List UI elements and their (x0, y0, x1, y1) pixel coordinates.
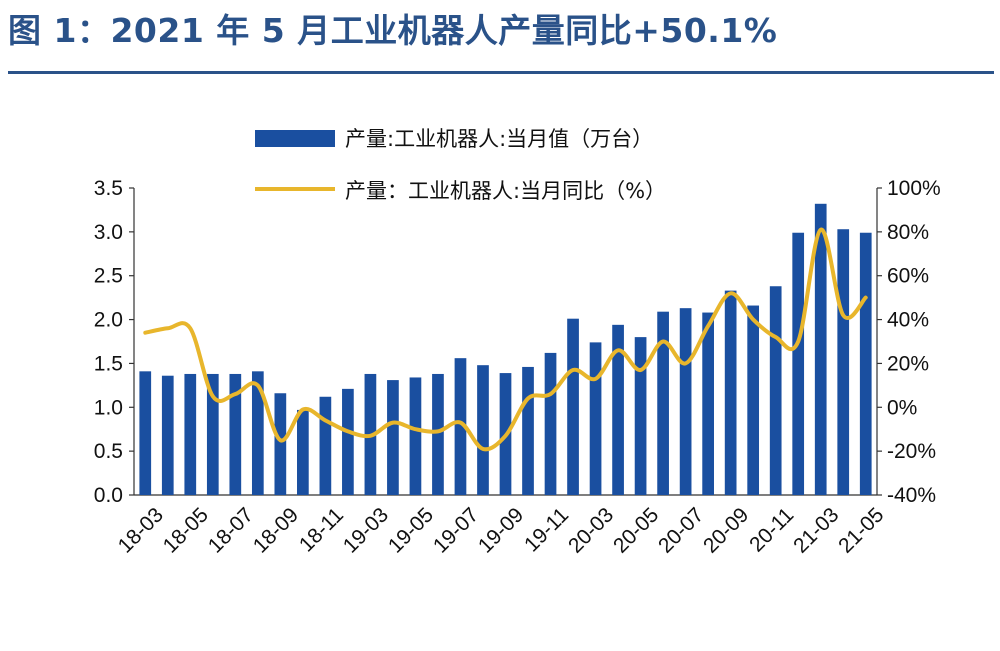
bar (612, 324, 624, 495)
bar (679, 308, 692, 495)
bar (837, 229, 850, 495)
bar (274, 393, 287, 495)
bar (477, 365, 489, 495)
x-tick-label: 18-09 (249, 503, 303, 557)
line-series (143, 227, 868, 452)
x-tick-label: 20-03 (564, 503, 618, 557)
bar (859, 232, 872, 495)
bar (387, 380, 399, 495)
right-tick-label: 40% (887, 309, 929, 332)
bar (792, 232, 805, 495)
legend-bar-swatch (255, 130, 335, 147)
right-tick-label: 100% (887, 177, 941, 200)
bar (251, 371, 264, 495)
x-tick-label: 18-03 (114, 503, 168, 557)
x-tick-label: 19-03 (339, 503, 393, 557)
x-tick-label: 18-11 (295, 503, 348, 556)
x-tick-label: 20-05 (609, 503, 663, 557)
bar (544, 352, 557, 495)
title-rule (8, 71, 994, 74)
left-tick-label: 0.5 (94, 440, 123, 463)
figure-title: 图 1：2021 年 5 月工业机器人产量同比+50.1% (8, 11, 778, 50)
bar (657, 311, 669, 495)
yoy-line (143, 227, 868, 452)
bar (567, 318, 579, 495)
x-tick-label: 19-09 (474, 503, 528, 557)
right-tick-label: 0% (887, 396, 917, 419)
bar (319, 396, 332, 495)
bar-series (139, 203, 872, 495)
bar (161, 375, 174, 495)
bar (634, 337, 647, 495)
legend-line-label: 产量：工业机器人:当月同比（%） (345, 179, 666, 203)
bar (184, 373, 197, 495)
legend: 产量:工业机器人:当月值（万台） 产量：工业机器人:当月同比（%） (255, 127, 666, 203)
bar (139, 371, 152, 495)
left-tick-label: 3.5 (94, 177, 123, 200)
right-tick-label: -20% (887, 440, 936, 463)
bar (206, 373, 219, 495)
x-tick-label: 19-05 (384, 503, 438, 557)
x-tick-label: 20-07 (654, 503, 708, 557)
x-tick-label: 21-03 (789, 503, 843, 557)
bar (432, 373, 444, 495)
bar (229, 373, 242, 495)
left-tick-label: 1.5 (94, 352, 123, 375)
bar (814, 203, 827, 495)
bar (342, 388, 354, 495)
tick-labels: 0.0 0.5 1.0 1.5 2.0 2.5 3.0 3.5 -40% -20% 0% 20% 40%… (94, 177, 941, 558)
bar (454, 358, 467, 495)
x-tick-label: 18-05 (159, 503, 213, 557)
x-tick-label: 18-07 (204, 503, 258, 557)
x-tick-label: 20-09 (699, 503, 753, 557)
left-tick-label: 0.0 (94, 484, 123, 507)
left-tick-label: 1.0 (94, 396, 123, 419)
bar (589, 342, 602, 495)
left-tick-label: 3.0 (94, 221, 123, 244)
bar (769, 286, 782, 495)
left-tick-label: 2.5 (94, 265, 123, 288)
right-tick-label: 60% (887, 265, 929, 288)
left-tick-label: 2.0 (94, 309, 123, 332)
bar (522, 366, 534, 495)
x-tick-label: 21-05 (834, 503, 888, 557)
legend-bar-label: 产量:工业机器人:当月值（万台） (345, 127, 653, 151)
x-tick-label: 19-07 (429, 503, 483, 557)
bar (724, 290, 737, 495)
bar (409, 377, 422, 495)
bar (747, 305, 760, 495)
right-tick-label: 80% (887, 221, 929, 244)
right-tick-label: 20% (887, 352, 929, 375)
right-tick-label: -40% (887, 484, 936, 507)
bar (702, 312, 714, 495)
bar (297, 409, 309, 495)
x-tick-label: 20-11 (745, 503, 798, 556)
x-tick-label: 19-11 (520, 503, 573, 556)
